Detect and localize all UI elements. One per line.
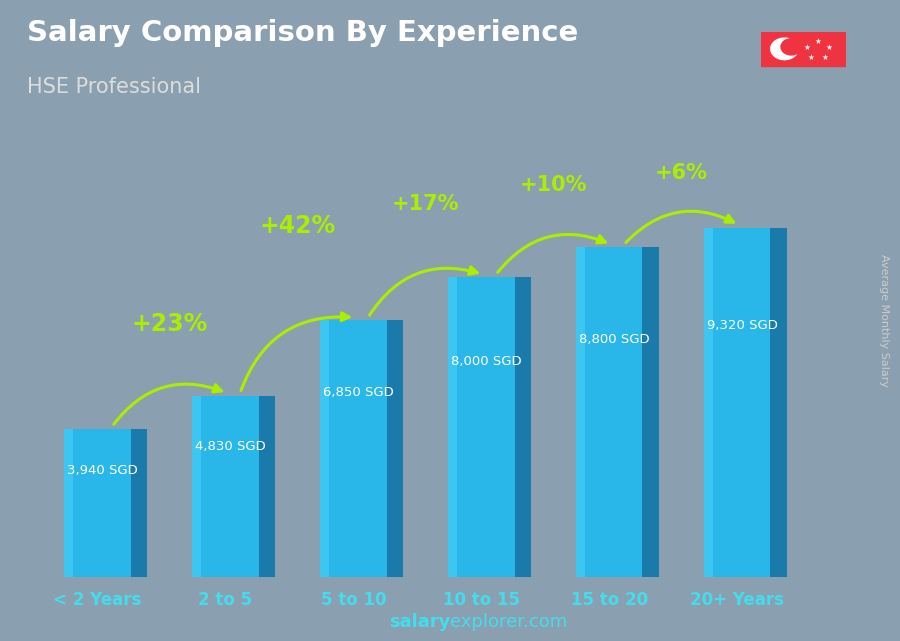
Text: +6%: +6% xyxy=(655,163,708,183)
Polygon shape xyxy=(643,247,659,577)
Polygon shape xyxy=(130,429,148,577)
Polygon shape xyxy=(576,247,585,577)
Text: 9,320 SGD: 9,320 SGD xyxy=(706,319,778,332)
Polygon shape xyxy=(515,278,531,577)
Text: ★: ★ xyxy=(814,37,821,46)
Bar xyxy=(760,32,846,66)
Text: ★: ★ xyxy=(825,43,833,52)
Text: 8,800 SGD: 8,800 SGD xyxy=(579,333,650,346)
Text: +10%: +10% xyxy=(520,175,588,195)
Polygon shape xyxy=(704,228,713,577)
Text: +42%: +42% xyxy=(259,214,336,238)
Polygon shape xyxy=(64,429,73,577)
Polygon shape xyxy=(448,278,515,577)
Text: ★: ★ xyxy=(821,53,828,62)
Text: ★: ★ xyxy=(807,53,815,62)
Text: 8,000 SGD: 8,000 SGD xyxy=(451,354,522,368)
Polygon shape xyxy=(192,396,201,577)
Circle shape xyxy=(770,38,798,60)
Text: +23%: +23% xyxy=(131,312,208,336)
Polygon shape xyxy=(192,396,258,577)
Text: 3,940 SGD: 3,940 SGD xyxy=(67,464,138,477)
Polygon shape xyxy=(64,429,130,577)
Polygon shape xyxy=(448,278,457,577)
Polygon shape xyxy=(770,228,788,577)
Polygon shape xyxy=(576,247,643,577)
Polygon shape xyxy=(258,396,275,577)
Text: Salary Comparison By Experience: Salary Comparison By Experience xyxy=(27,19,578,47)
Text: Average Monthly Salary: Average Monthly Salary xyxy=(878,254,889,387)
Text: explorer.com: explorer.com xyxy=(450,613,567,631)
Polygon shape xyxy=(704,228,770,577)
Polygon shape xyxy=(320,320,329,577)
Text: HSE Professional: HSE Professional xyxy=(27,77,201,97)
Polygon shape xyxy=(320,320,387,577)
Text: 6,850 SGD: 6,850 SGD xyxy=(323,386,393,399)
Polygon shape xyxy=(387,320,403,577)
Text: ★: ★ xyxy=(804,43,810,52)
Text: 4,830 SGD: 4,830 SGD xyxy=(195,440,266,453)
Text: salary: salary xyxy=(389,613,450,631)
Text: +17%: +17% xyxy=(392,194,459,214)
Circle shape xyxy=(781,39,802,55)
